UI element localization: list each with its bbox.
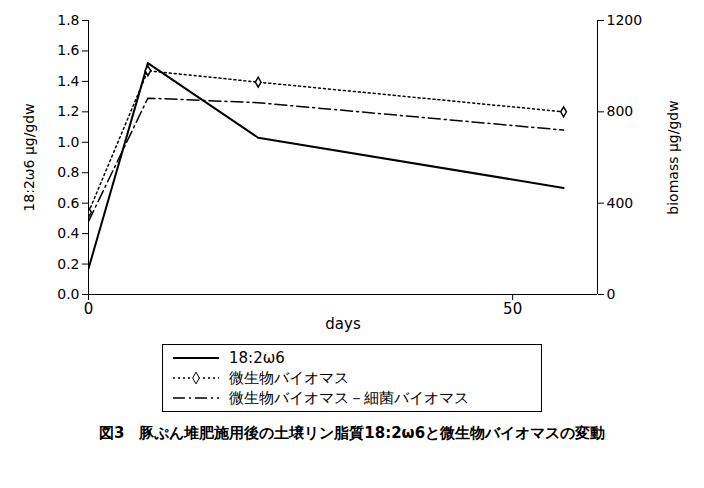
svg-text:1200: 1200 [607, 12, 643, 28]
svg-text:18:2ω6 μg/gdw: 18:2ω6 μg/gdw [21, 103, 37, 211]
svg-text:0: 0 [84, 300, 94, 318]
svg-text:biomass μg/gdw: biomass μg/gdw [665, 100, 681, 214]
svg-text:800: 800 [607, 103, 634, 119]
svg-text:0.6: 0.6 [57, 195, 79, 211]
svg-text:0: 0 [607, 286, 616, 302]
svg-text:1.0: 1.0 [57, 134, 79, 150]
svg-text:50: 50 [503, 300, 522, 318]
html-text:図3 豚ぷん堆肥施用後の土壌リン脂質18:2ω6と微生物バイ: 図3 豚ぷん堆肥施用後の土壌リン脂質18:2ω6と微生物バイオマスの変動 [98, 424, 606, 442]
svg-text:0.2: 0.2 [57, 256, 79, 272]
svg-text:days: days [325, 315, 361, 333]
svg-text:1.8: 1.8 [57, 12, 79, 28]
svg-text:0.0: 0.0 [57, 286, 79, 302]
svg-text:0.8: 0.8 [57, 164, 79, 180]
svg-text:400: 400 [607, 195, 634, 211]
html-text:微生物バイオマス－細菌バイオマス: 微生物バイオマス－細菌バイオマス [229, 388, 469, 407]
svg-text:1.2: 1.2 [57, 103, 79, 119]
svg-text:1.6: 1.6 [57, 42, 79, 58]
svg-text:0.4: 0.4 [57, 225, 79, 241]
html-text:18:2ω6: 18:2ω6 [229, 349, 285, 367]
svg-text:1.4: 1.4 [57, 73, 79, 89]
html-text:微生物バイオマス: 微生物バイオマス [229, 368, 349, 387]
